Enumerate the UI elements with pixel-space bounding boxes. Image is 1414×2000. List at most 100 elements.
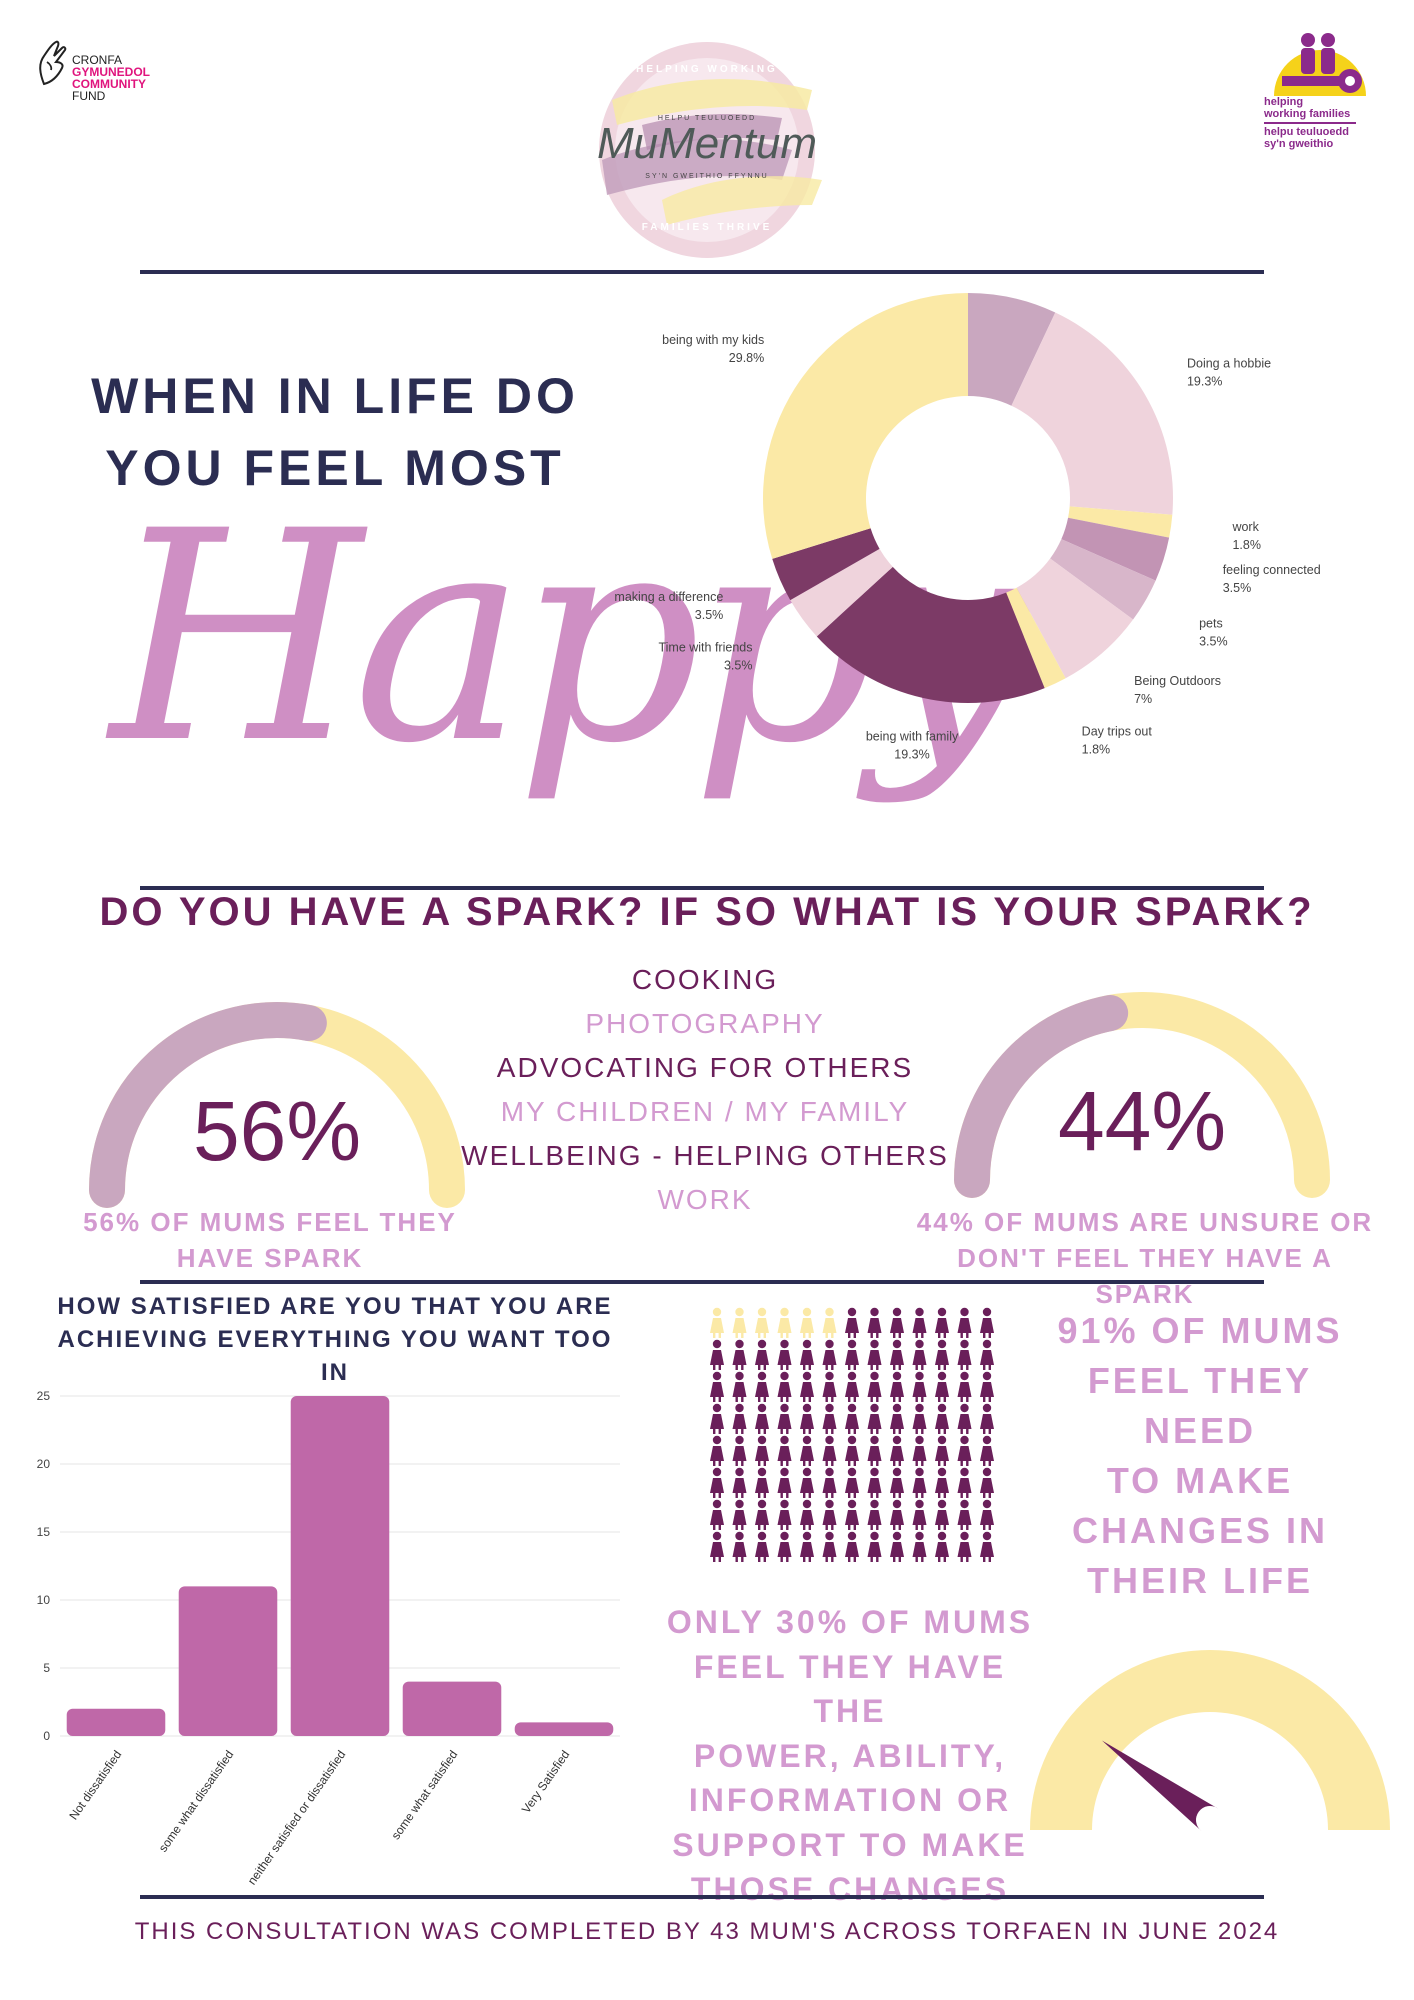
- donut-value-label: 3.5%: [695, 608, 724, 622]
- person-icon: [755, 1339, 769, 1370]
- bar-y-tick: 0: [43, 1729, 50, 1743]
- donut-label: Day trips out: [1082, 725, 1153, 739]
- divider-top: [140, 270, 1264, 274]
- power-line3: POWER, ABILITY,: [693, 1737, 1007, 1774]
- person-icon: [890, 1371, 904, 1402]
- person-icon: [732, 1531, 747, 1562]
- person-icon: [980, 1499, 994, 1530]
- bar: [402, 1681, 502, 1736]
- person-icon: [710, 1499, 724, 1530]
- happiness-donut-chart: Doing something for myself7%Doing a hobb…: [614, 293, 1321, 762]
- person-icon: [822, 1339, 837, 1370]
- person-icon: [890, 1307, 904, 1338]
- logo-ring-top: HELPING WORKING: [636, 64, 778, 75]
- hwf-line2: working families: [1264, 108, 1351, 120]
- person-icon: [710, 1531, 724, 1562]
- gauge-left-value: 56%: [193, 1084, 361, 1178]
- donut-value-label: 3.5%: [1223, 581, 1252, 595]
- donut-slice: [968, 293, 1056, 406]
- needs-change-line5: THEIR LIFE: [1087, 1560, 1313, 1601]
- satisfaction-bar-chart: 0 5 10 15 20 25 Not dissatisfied some what dis…: [37, 1389, 620, 1888]
- needs-change-line4: CHANGES IN: [1071, 1510, 1329, 1551]
- bar: [178, 1586, 278, 1736]
- logo-inner-bottom: SY'N GWEITHIO FFYNNU: [645, 173, 768, 180]
- person-icon: [912, 1339, 927, 1370]
- person-icon: [912, 1371, 927, 1402]
- person-icon: [822, 1403, 837, 1434]
- bar-x-label: neither satisfied or dissatisfied: [245, 1748, 349, 1888]
- person-icon: [822, 1371, 837, 1402]
- person-icon: [890, 1403, 904, 1434]
- bar-x-label: some what satisfied: [389, 1748, 461, 1842]
- person-icon: [755, 1403, 769, 1434]
- person-icon: [800, 1371, 814, 1402]
- person-icon: [800, 1307, 814, 1338]
- fund-name-line3: COMMUNITY: [72, 77, 146, 91]
- power-line6: THOSE CHANGES: [690, 1871, 1010, 1907]
- person-icon: [732, 1467, 747, 1498]
- bar-x-label: Not dissatisfied: [66, 1748, 124, 1823]
- person-icon: [777, 1435, 792, 1466]
- person-icon: [710, 1435, 724, 1466]
- donut-label: Time with friends: [658, 641, 752, 655]
- person-icon: [935, 1467, 949, 1498]
- person-icon: [867, 1467, 882, 1498]
- person-icon: [845, 1435, 859, 1466]
- donut-slice: [1050, 539, 1156, 620]
- bar-y-tick: 15: [37, 1525, 51, 1539]
- happy-heading-line1: WHEN IN LIFE DO: [91, 368, 579, 424]
- spark-item: MY CHILDREN / MY FAMILY: [500, 1096, 910, 1127]
- person-icon: [957, 1307, 972, 1338]
- bar-y-tick: 20: [37, 1457, 51, 1471]
- person-icon: [980, 1339, 994, 1370]
- divider-satisfaction: [140, 1280, 1264, 1284]
- person-icon: [800, 1531, 814, 1562]
- person-icon: [957, 1371, 972, 1402]
- mums-pictogram: [710, 1307, 994, 1562]
- spark-gauge-right: 44%: [954, 992, 1330, 1198]
- person-icon: [755, 1531, 769, 1562]
- donut-label: making a difference: [614, 590, 723, 604]
- person-icon: [980, 1403, 994, 1434]
- gauge-right-value: 44%: [1058, 1074, 1226, 1168]
- donut-slice: [790, 548, 893, 637]
- person-icon: [912, 1531, 927, 1562]
- person-icon: [867, 1371, 882, 1402]
- donut-label: Being Outdoors: [1134, 674, 1221, 688]
- person-icon: [732, 1307, 747, 1338]
- person-icon: [732, 1435, 747, 1466]
- donut-value-label: 3.5%: [1199, 635, 1228, 649]
- person-icon: [890, 1435, 904, 1466]
- person-icon: [710, 1307, 724, 1338]
- person-icon: [777, 1371, 792, 1402]
- bar: [290, 1396, 390, 1736]
- person-icon: [732, 1403, 747, 1434]
- person-icon: [957, 1531, 972, 1562]
- person-icon: [935, 1499, 949, 1530]
- hwf-line1: helping: [1264, 96, 1304, 108]
- person-icon: [845, 1531, 859, 1562]
- person-icon: [980, 1371, 994, 1402]
- donut-value-label: 7%: [1134, 692, 1152, 706]
- person-icon: [710, 1339, 724, 1370]
- person-icon: [980, 1435, 994, 1466]
- person-icon: [777, 1403, 792, 1434]
- donut-label: work: [1231, 520, 1259, 534]
- person-icon: [777, 1531, 792, 1562]
- person-icon: [957, 1499, 972, 1530]
- spark-item: PHOTOGRAPHY: [585, 1008, 825, 1039]
- person-icon: [957, 1339, 972, 1370]
- donut-value-label: 1.8%: [1082, 743, 1111, 757]
- person-icon: [800, 1499, 814, 1530]
- donut-slice: [772, 528, 880, 601]
- bar-x-label: some what dissatisfied: [156, 1748, 237, 1855]
- community-fund-logo: CRONFA GYMUNEDOL COMMUNITY FUND: [34, 40, 174, 120]
- bar-y-tick: 25: [37, 1389, 51, 1403]
- donut-label: pets: [1199, 617, 1223, 631]
- person-icon: [957, 1435, 972, 1466]
- person-icon: [867, 1403, 882, 1434]
- person-icon: [957, 1403, 972, 1434]
- spark-item: COOKING: [631, 964, 779, 995]
- person-icon: [710, 1403, 724, 1434]
- person-icon: [912, 1403, 927, 1434]
